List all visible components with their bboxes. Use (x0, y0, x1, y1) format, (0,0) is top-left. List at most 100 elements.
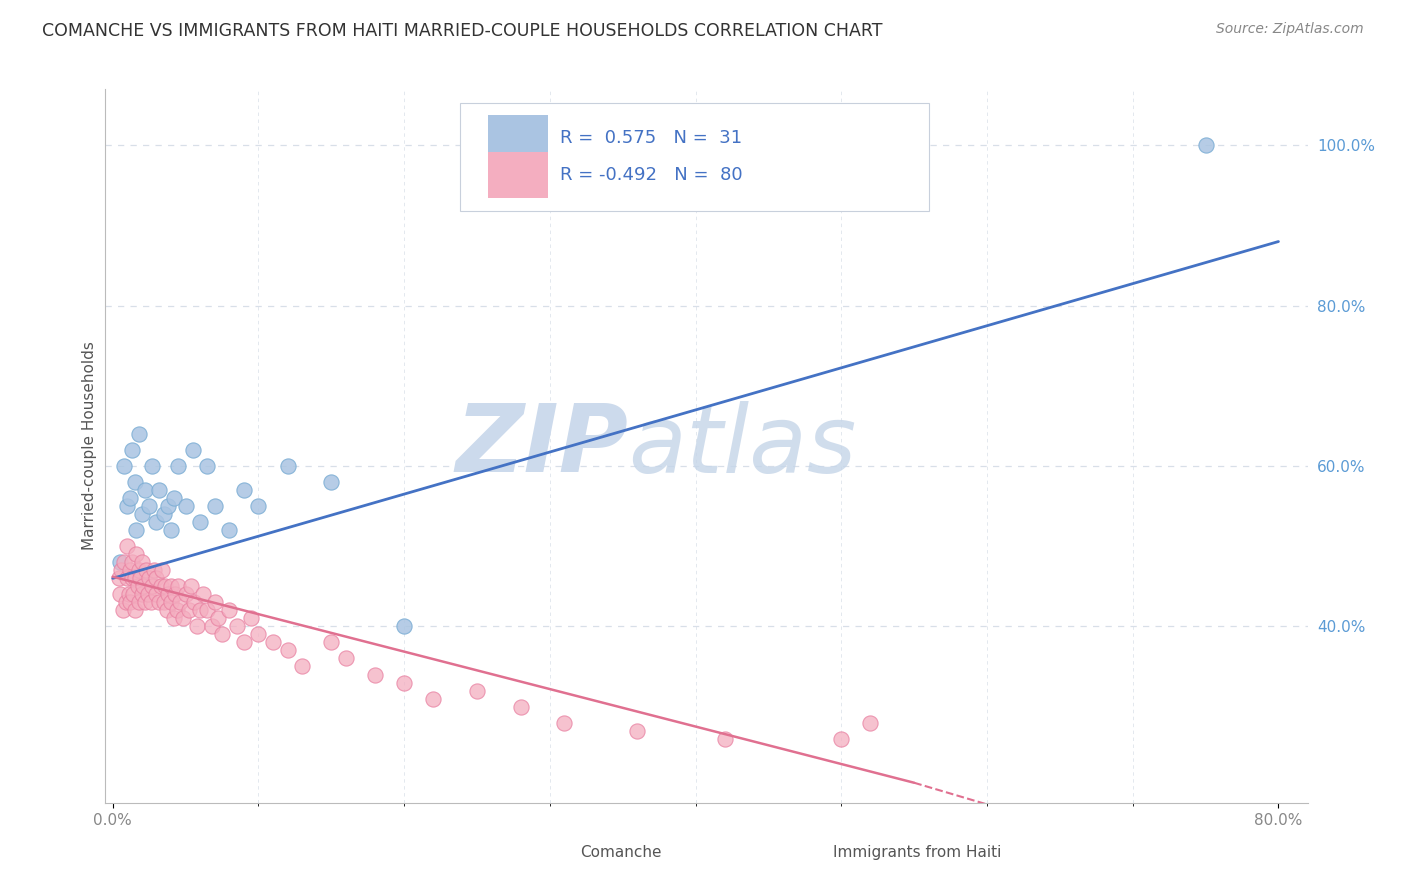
Point (120, 563, 142, 577)
Point (204, 595, 226, 609)
Point (117, 499, 139, 513)
Point (108, 555, 131, 569)
Point (172, 611, 194, 625)
Point (183, 595, 205, 609)
Point (177, 603, 200, 617)
Point (859, 715, 882, 730)
Point (218, 603, 240, 617)
Point (150, 563, 173, 577)
Point (169, 595, 191, 609)
Point (167, 579, 190, 593)
FancyBboxPatch shape (776, 837, 823, 872)
Point (117, 539, 139, 553)
Point (553, 715, 575, 730)
Text: R = -0.492   N =  80: R = -0.492 N = 80 (560, 166, 742, 184)
Point (247, 627, 270, 641)
Point (191, 587, 214, 601)
Point (291, 659, 314, 673)
Point (153, 579, 176, 593)
Point (204, 499, 226, 513)
Point (181, 442, 204, 457)
Point (145, 571, 167, 585)
Point (188, 515, 211, 529)
Point (128, 595, 150, 609)
Point (240, 611, 263, 625)
Point (156, 603, 179, 617)
Point (131, 507, 153, 521)
Point (218, 523, 240, 537)
Point (127, 579, 149, 593)
Point (626, 723, 648, 738)
Point (138, 499, 160, 513)
Point (152, 507, 174, 521)
Point (277, 643, 299, 657)
Point (197, 458, 219, 473)
Point (136, 587, 159, 601)
Text: Source: ZipAtlas.com: Source: ZipAtlas.com (1216, 22, 1364, 37)
Point (167, 458, 190, 473)
Point (121, 555, 143, 569)
Point (225, 619, 247, 633)
Point (148, 483, 170, 497)
Text: Immigrants from Haiti: Immigrants from Haiti (832, 846, 1001, 860)
Point (186, 619, 208, 633)
Point (197, 603, 219, 617)
Point (111, 603, 134, 617)
Point (117, 571, 139, 585)
Point (112, 555, 135, 569)
Point (422, 691, 444, 706)
Point (232, 635, 254, 649)
Point (128, 563, 150, 577)
FancyBboxPatch shape (524, 837, 571, 872)
Point (125, 523, 148, 537)
Point (112, 458, 135, 473)
Point (157, 499, 180, 513)
Point (321, 475, 343, 489)
Point (115, 595, 138, 609)
Point (335, 651, 357, 665)
Text: ZIP: ZIP (456, 400, 628, 492)
Text: Comanche: Comanche (581, 846, 662, 860)
Text: R =  0.575   N =  31: R = 0.575 N = 31 (560, 128, 742, 146)
Point (139, 595, 162, 609)
Point (509, 699, 531, 714)
Point (201, 619, 224, 633)
Text: COMANCHE VS IMMIGRANTS FROM HAITI MARRIED-COUPLE HOUSEHOLDS CORRELATION CHART: COMANCHE VS IMMIGRANTS FROM HAITI MARRIE… (42, 22, 883, 40)
FancyBboxPatch shape (460, 103, 929, 211)
Point (129, 571, 152, 585)
Point (110, 563, 132, 577)
Point (132, 579, 155, 593)
Point (149, 579, 172, 593)
Y-axis label: Married-couple Households: Married-couple Households (82, 342, 97, 550)
Point (321, 635, 343, 649)
Point (174, 587, 197, 601)
Point (262, 635, 284, 649)
Point (465, 683, 488, 698)
Point (122, 587, 145, 601)
Point (107, 571, 129, 585)
Point (180, 579, 202, 593)
Point (124, 571, 146, 585)
Point (165, 587, 187, 601)
Point (141, 458, 163, 473)
Point (120, 595, 142, 609)
Point (157, 587, 180, 601)
Point (124, 603, 146, 617)
Point (118, 587, 141, 601)
Point (1194, 138, 1216, 153)
Point (364, 667, 387, 681)
Point (232, 483, 254, 497)
Point (152, 595, 174, 609)
Point (128, 427, 150, 442)
Point (830, 731, 852, 746)
FancyBboxPatch shape (488, 114, 548, 161)
Text: atlas: atlas (628, 401, 856, 491)
Point (142, 563, 165, 577)
Point (121, 571, 143, 585)
Point (392, 675, 415, 690)
Point (713, 731, 735, 746)
Point (135, 563, 157, 577)
Point (188, 603, 211, 617)
Point (124, 475, 146, 489)
Point (141, 579, 163, 593)
